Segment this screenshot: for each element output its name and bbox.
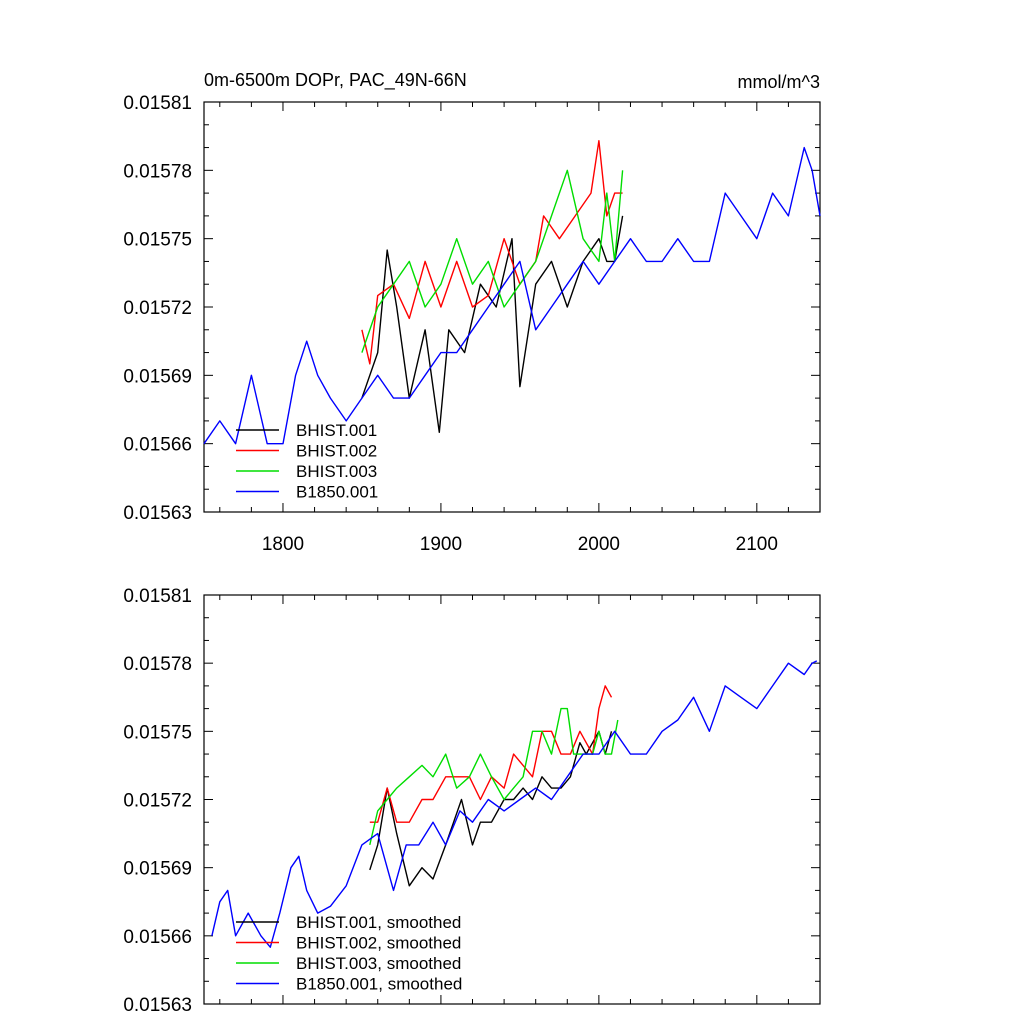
y-tick-label: 0.01578 xyxy=(123,161,192,182)
legend-label: BHIST.002 xyxy=(296,442,377,461)
y-tick-label: 0.01581 xyxy=(123,93,192,114)
series-line-3 xyxy=(369,707,619,846)
y-tick-label: 0.01569 xyxy=(123,366,192,387)
x-tick-label: 1900 xyxy=(420,534,462,555)
y-tick-label: 0.01572 xyxy=(123,298,192,319)
series-line-1 xyxy=(361,215,624,433)
x-tick-label: 2100 xyxy=(736,534,778,555)
legend-label: B1850.001 xyxy=(296,483,378,502)
series-line-3 xyxy=(361,169,624,353)
legend-label: BHIST.001, smoothed xyxy=(296,913,461,932)
series-line-4 xyxy=(211,660,818,948)
unit-label: mmol/m^3 xyxy=(738,72,820,92)
x-tick-label: 2000 xyxy=(578,534,620,555)
y-tick-label: 0.01566 xyxy=(123,927,192,948)
series-line-4 xyxy=(203,146,821,445)
y-tick-label: 0.01578 xyxy=(123,654,192,675)
bottom-panel: 0.01563 0.01566 0.01569 0.01572 0.01575 0.015… xyxy=(123,586,821,1016)
legend-label: BHIST.002, smoothed xyxy=(296,934,461,953)
x-tick-label: 1800 xyxy=(262,534,304,555)
series-line-2 xyxy=(361,139,623,365)
y-tick-label: 0.01563 xyxy=(123,503,192,524)
y-tick-label: 0.01569 xyxy=(123,859,192,880)
y-tick-label: 0.01563 xyxy=(123,995,192,1016)
chart-title: 0m-6500m DOPr, PAC_49N-66N xyxy=(204,70,467,91)
y-tick-label: 0.01575 xyxy=(123,722,192,743)
top-panel: 0m-6500m DOPr, PAC_49N-66N mmol/m^3 0.01… xyxy=(123,70,821,555)
y-tick-label: 0.01572 xyxy=(123,791,192,812)
y-tick-label: 0.01566 xyxy=(123,435,192,456)
legend-label: BHIST.001 xyxy=(296,421,377,440)
legend-label: B1850.001, smoothed xyxy=(296,975,462,994)
legend-label: BHIST.003, smoothed xyxy=(296,954,461,973)
y-tick-label: 0.01575 xyxy=(123,230,192,251)
y-tick-label: 0.01581 xyxy=(123,586,192,607)
series-line-2 xyxy=(369,685,613,823)
legend-label: BHIST.003 xyxy=(296,462,377,481)
